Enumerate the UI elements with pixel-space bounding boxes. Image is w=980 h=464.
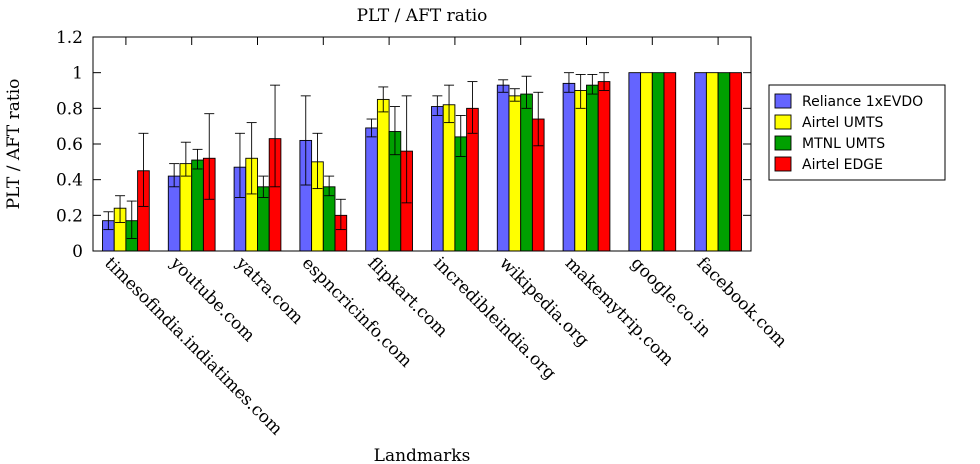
bar — [717, 72, 731, 252]
bar — [167, 175, 181, 252]
chart-title: PLT / AFT ratio — [357, 6, 488, 26]
x-tick-label: incredibleindia.org — [429, 253, 559, 383]
bar — [628, 72, 642, 252]
legend-box — [768, 84, 946, 181]
bar — [705, 72, 719, 252]
legend: Reliance 1xEVDO Airtel UMTS MTNL UMTS Airte… — [768, 84, 946, 181]
bar — [431, 106, 444, 252]
bar — [179, 163, 193, 252]
legend-label: MTNL UMTS — [802, 136, 885, 152]
bar — [376, 98, 390, 252]
bar — [574, 90, 587, 252]
bar — [694, 72, 707, 252]
legend-label: Reliance 1xEVDO — [802, 94, 923, 110]
bar — [322, 186, 336, 252]
bar — [191, 159, 204, 252]
x-tick-label: facebook.com — [693, 253, 791, 351]
bar — [508, 95, 522, 252]
bar — [562, 82, 576, 252]
bar — [586, 84, 599, 252]
bar — [365, 127, 378, 252]
bar — [520, 93, 533, 252]
legend-swatch — [774, 135, 792, 151]
y-tick-label: 1.2 — [56, 28, 83, 48]
bar — [496, 84, 510, 252]
y-tick-label: 0.6 — [56, 135, 83, 155]
x-tick-label: makemytrip.com — [561, 253, 678, 370]
plot-area: 00.20.40.60.811.2timesofindia.indiatimes… — [56, 28, 791, 439]
bar — [729, 72, 742, 252]
bar — [663, 72, 677, 252]
y-tick-label: 0 — [72, 242, 83, 262]
y-tick-label: 0.4 — [56, 171, 83, 191]
x-axis-label: Landmarks — [374, 446, 471, 464]
y-axis-label: PLT / AFT ratio — [4, 79, 24, 210]
y-tick-label: 1 — [72, 64, 83, 84]
y-tick-label: 0.8 — [56, 99, 83, 119]
plot-frame — [92, 36, 752, 252]
y-tick-label: 0.2 — [56, 206, 83, 226]
bar — [597, 81, 611, 252]
legend-label: Airtel EDGE — [802, 157, 883, 173]
legend-swatch — [774, 156, 792, 172]
legend-swatch — [774, 114, 792, 130]
bar — [640, 72, 653, 252]
bar — [442, 104, 456, 252]
x-tick-label: espncricinfo.com — [298, 253, 416, 371]
bar — [651, 72, 665, 252]
legend-swatch — [774, 93, 792, 109]
legend-label: Airtel UMTS — [802, 115, 884, 131]
